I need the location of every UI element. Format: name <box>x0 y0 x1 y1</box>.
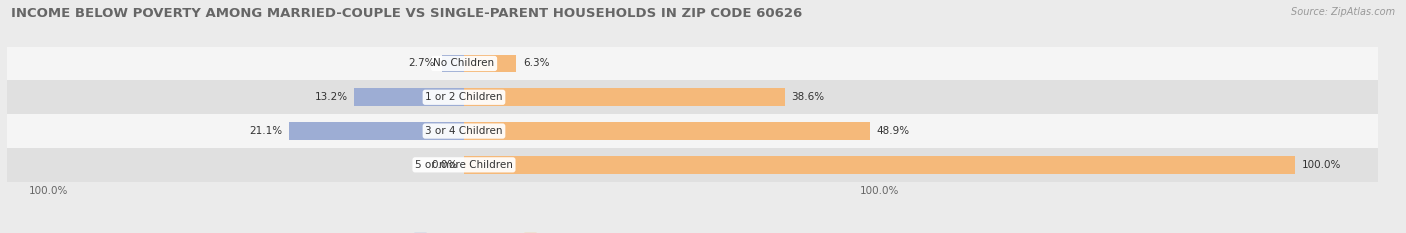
Text: 100.0%: 100.0% <box>1302 160 1341 170</box>
Bar <box>7 80 1378 114</box>
Bar <box>7 148 1378 182</box>
Bar <box>441 55 464 72</box>
Bar <box>464 89 785 106</box>
Text: 6.3%: 6.3% <box>523 58 550 69</box>
Text: Source: ZipAtlas.com: Source: ZipAtlas.com <box>1291 7 1395 17</box>
Bar <box>7 114 1378 148</box>
Bar <box>464 122 870 140</box>
Bar <box>288 122 464 140</box>
Bar <box>464 156 1295 174</box>
Bar <box>464 55 516 72</box>
Text: No Children: No Children <box>433 58 495 69</box>
Bar <box>7 47 1378 80</box>
Text: 1 or 2 Children: 1 or 2 Children <box>425 92 503 102</box>
Text: 5 or more Children: 5 or more Children <box>415 160 513 170</box>
Text: 13.2%: 13.2% <box>315 92 347 102</box>
Legend: Married Couples, Single Parents: Married Couples, Single Parents <box>409 229 619 233</box>
Bar <box>354 89 464 106</box>
Text: 48.9%: 48.9% <box>877 126 910 136</box>
Text: 38.6%: 38.6% <box>792 92 824 102</box>
Text: INCOME BELOW POVERTY AMONG MARRIED-COUPLE VS SINGLE-PARENT HOUSEHOLDS IN ZIP COD: INCOME BELOW POVERTY AMONG MARRIED-COUPL… <box>11 7 803 20</box>
Text: 21.1%: 21.1% <box>249 126 283 136</box>
Text: 2.7%: 2.7% <box>408 58 434 69</box>
Text: 3 or 4 Children: 3 or 4 Children <box>425 126 503 136</box>
Text: 0.0%: 0.0% <box>432 160 457 170</box>
